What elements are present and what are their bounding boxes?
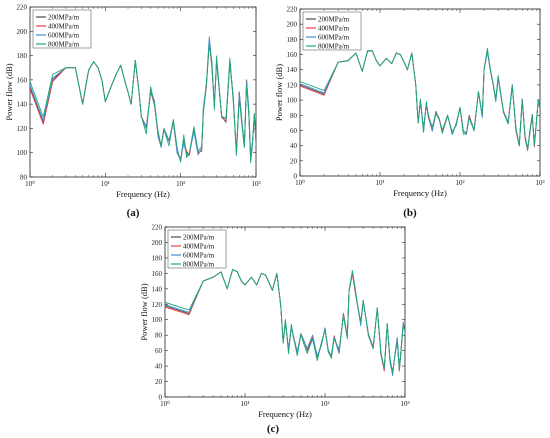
y-tick-label: 200 bbox=[17, 28, 28, 36]
y-tick-label: 160 bbox=[17, 76, 28, 84]
y-tick-label: 200 bbox=[152, 239, 163, 247]
chart-panel-c: 0 20 40 60 80 100 120 140 160 180 200 220 10⁰ 10¹ 10² 1… bbox=[139, 224, 410, 436]
y-tick-label: 80 bbox=[290, 112, 298, 120]
x-tick-label: 10¹ bbox=[240, 400, 249, 408]
legend-box bbox=[167, 229, 227, 269]
y-tick-label: 0 bbox=[159, 394, 163, 402]
y-tick-label: 60 bbox=[155, 347, 163, 355]
legend-entry: 800MPa/m bbox=[183, 261, 215, 269]
x-axis-label: Frequency (Hz) bbox=[258, 409, 312, 419]
x-tick-label: 10² bbox=[176, 180, 185, 188]
panel-label-b: (b) bbox=[403, 207, 417, 219]
y-tick-label: 220 bbox=[287, 6, 298, 14]
legend-entry: 600MPa/m bbox=[48, 32, 80, 40]
y-tick-label: 180 bbox=[287, 36, 298, 44]
y-tick-label: 120 bbox=[287, 81, 298, 89]
y-tick-label: 100 bbox=[17, 149, 28, 157]
y-tick-label: 140 bbox=[152, 285, 163, 293]
y-tick-label: 40 bbox=[155, 363, 163, 371]
y-tick-label: 100 bbox=[152, 316, 163, 324]
legend-entry: 200MPa/m bbox=[48, 14, 80, 22]
x-tick-label: 10¹ bbox=[375, 179, 384, 187]
x-tick-label: 10⁰ bbox=[25, 180, 35, 188]
y-tick-label: 160 bbox=[287, 51, 298, 59]
y-tick-label: 80 bbox=[20, 174, 28, 182]
y-tick-label: 120 bbox=[152, 301, 163, 309]
chart-panel-a: 80 100 120 140 160 180 200 220 10⁰ 10¹ 10² 10³ Frequ… bbox=[4, 4, 261, 220]
y-tick-label: 180 bbox=[152, 254, 163, 262]
legend-entry: 800MPa/m bbox=[48, 41, 80, 49]
panel-label-a: (a) bbox=[127, 207, 140, 219]
legend-box bbox=[32, 9, 92, 49]
x-axis-label: Frequency (Hz) bbox=[116, 189, 170, 199]
x-tick-label: 10¹ bbox=[101, 180, 110, 188]
y-tick-label: 0 bbox=[294, 173, 298, 181]
legend-entry: 600MPa/m bbox=[183, 252, 215, 260]
y-tick-label: 100 bbox=[287, 97, 298, 105]
y-tick-label: 40 bbox=[290, 142, 298, 150]
y-tick-label: 220 bbox=[17, 4, 28, 12]
series-line-800MPa-m bbox=[30, 43, 256, 164]
y-axis-label: Power flow (dB) bbox=[139, 283, 149, 340]
x-tick-label: 10² bbox=[320, 400, 329, 408]
x-tick-label: 10³ bbox=[251, 180, 260, 188]
legend-box bbox=[302, 11, 362, 51]
y-tick-label: 20 bbox=[290, 157, 298, 165]
series-line-800MPa-m bbox=[165, 269, 405, 373]
legend-entry: 800MPa/m bbox=[318, 43, 350, 51]
legend-entry: 400MPa/m bbox=[48, 23, 80, 31]
y-tick-label: 220 bbox=[152, 224, 163, 232]
y-tick-label: 200 bbox=[287, 21, 298, 29]
legend-entry: 400MPa/m bbox=[183, 243, 215, 251]
legend-entry: 600MPa/m bbox=[318, 34, 350, 42]
y-axis-label: Power flow (dB) bbox=[274, 64, 284, 121]
y-axis-label: Power flow (dB) bbox=[4, 63, 14, 120]
x-tick-label: 10³ bbox=[400, 400, 409, 408]
y-tick-label: 60 bbox=[290, 127, 298, 135]
y-tick-label: 160 bbox=[152, 270, 163, 278]
y-tick-label: 140 bbox=[17, 101, 28, 109]
x-axis-label: Frequency (Hz) bbox=[393, 188, 447, 198]
y-tick-label: 140 bbox=[287, 66, 298, 74]
x-tick-label: 10⁰ bbox=[160, 400, 170, 408]
legend-entry: 200MPa/m bbox=[183, 234, 215, 242]
legend-entry: 400MPa/m bbox=[318, 25, 350, 33]
legend-entry: 200MPa/m bbox=[318, 16, 350, 24]
x-tick-label: 10² bbox=[455, 179, 464, 187]
x-tick-label: 10⁰ bbox=[295, 179, 305, 187]
x-tick-label: 10³ bbox=[535, 179, 544, 187]
chart-panel-b: 0 20 40 60 80 100 120 140 160 180 200 220 10⁰ 10¹ 10² 1… bbox=[274, 6, 545, 220]
series-line-800MPa-m bbox=[300, 47, 540, 151]
panel-label-c: (c) bbox=[267, 423, 280, 435]
y-tick-label: 180 bbox=[17, 52, 28, 60]
y-tick-label: 80 bbox=[155, 332, 163, 340]
y-tick-label: 120 bbox=[17, 125, 28, 133]
y-tick-label: 20 bbox=[155, 378, 163, 386]
